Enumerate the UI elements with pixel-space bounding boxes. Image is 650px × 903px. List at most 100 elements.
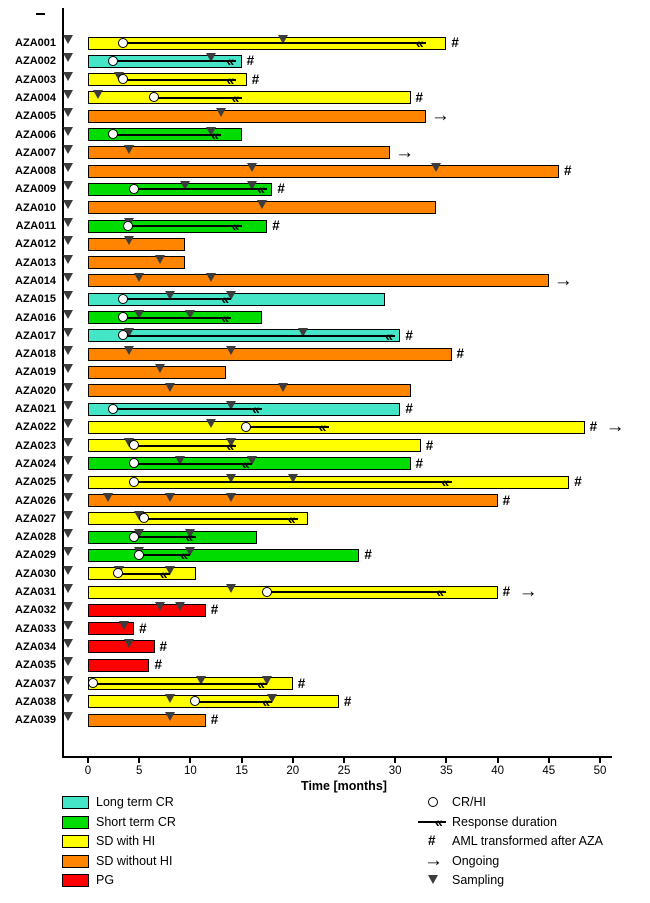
sampling-marker-icon [298,327,309,337]
response-bar [88,91,411,105]
response-duration-line [123,298,232,301]
patient-id-label: AZA030 [15,567,56,580]
sampling-marker-icon [62,657,73,667]
aml-transformed-marker: # [159,638,168,654]
legend-sampling-icon [428,875,438,885]
response-duration-line [195,700,273,703]
sampling-marker-icon [62,236,73,246]
patient-id-label: AZA015 [15,293,56,306]
cr-hi-marker [261,586,272,597]
aml-transformed-marker: # [272,218,280,233]
aml-transformed-marker: # [415,455,424,471]
patient-id-label: AZA004 [15,91,56,104]
ongoing-arrow-icon: → [605,416,625,438]
aml-transformed-marker: # [502,584,511,599]
response-end-chevron-icon: « [226,53,234,70]
cr-hi-marker [118,293,129,304]
sampling-marker-icon [62,693,73,703]
sampling-marker-icon [257,199,268,209]
response-end-chevron-icon: « [252,401,260,417]
response-bar [88,603,206,617]
aml-transformed-marker: # [246,53,255,69]
sampling-marker-icon [134,529,145,539]
patient-id-label: AZA006 [15,128,56,141]
cr-hi-marker [149,92,160,103]
sampling-marker-icon [287,474,298,484]
patient-id-label: AZA020 [15,384,56,397]
patient-id-label: AZA023 [15,439,56,452]
sampling-marker-icon [246,181,257,191]
ongoing-arrow-icon: → [430,105,450,127]
sampling-marker-icon [62,144,73,154]
sampling-marker-icon [226,346,237,356]
legend-aml-icon: # [428,833,436,849]
cr-hi-marker [118,37,129,48]
response-end-chevron-icon: « [159,565,168,582]
sampling-marker-icon [134,272,145,282]
cr-hi-marker [123,220,134,231]
response-duration-line [113,408,263,410]
response-duration-line [246,426,329,429]
patient-id-label: AZA037 [15,677,56,690]
x-axis-tick [240,758,243,763]
legend-category-label: Short term CR [96,814,176,829]
sampling-marker-icon [62,181,73,191]
x-axis-title: Time [months] [301,779,387,793]
response-bar [88,640,155,654]
cr-hi-marker [190,696,201,707]
patient-id-label: AZA007 [15,146,56,159]
aml-transformed-marker: # [154,657,162,673]
sampling-marker-icon [62,53,73,63]
response-end-chevron-icon: « [231,89,240,106]
patient-id-label: AZA021 [15,403,56,415]
response-duration-line [118,572,170,575]
response-end-chevron-icon: « [415,35,424,51]
aml-transformed-marker: # [405,327,413,343]
response-duration-line [267,591,447,593]
sampling-marker-icon [262,675,273,685]
sampling-marker-icon [154,254,165,264]
response-end-chevron-icon: « [180,547,188,564]
sampling-marker-icon [175,455,186,465]
response-end-chevron-icon: « [226,437,234,454]
sampling-marker-icon [62,510,73,520]
x-axis-tick [343,758,345,763]
legend-swatch-long_term_cr [62,796,89,809]
patient-id-label: AZA033 [15,622,56,635]
x-axis-tick-label: 5 [135,765,143,777]
sampling-marker-icon [277,382,288,392]
response-duration-line [144,517,298,520]
patient-id-label: AZA002 [15,55,56,68]
response-end-chevron-icon: « [221,291,229,308]
patient-id-label: AZA010 [15,201,56,214]
sampling-marker-icon [226,492,237,502]
x-axis-tick-label: 25 [337,765,351,777]
sampling-marker-icon [62,638,73,648]
x-axis-tick-label: 40 [491,765,504,777]
response-bar [88,347,452,361]
patient-id-label: AZA017 [15,329,56,342]
cr-hi-marker [241,421,252,432]
cr-hi-marker [118,330,129,341]
response-end-chevron-icon: « [231,218,240,234]
response-bar [88,548,360,562]
legend-symbol-label: CR/HI [452,795,487,809]
legend-symbol-label: AML transformed after AZA [452,834,603,849]
aml-transformed-marker: # [415,89,424,105]
corner-tick-mark [36,13,45,15]
response-duration-line [134,188,268,191]
x-axis-tick-label: 15 [235,765,248,777]
x-axis-tick-label: 30 [388,765,402,777]
legend-symbol-label: Response duration [452,814,557,829]
aml-transformed-marker: # [139,620,147,636]
response-bar [88,494,498,507]
sampling-marker-icon [62,437,73,447]
cr-hi-marker [128,440,139,451]
x-axis-tick-label: 45 [542,765,556,777]
legend-cr-hi-icon [427,797,438,807]
x-axis-tick [291,758,294,763]
response-duration-line [93,682,268,685]
response-duration-line [139,554,191,557]
sampling-marker-icon [205,53,216,63]
patient-id-label: AZA026 [15,494,56,507]
